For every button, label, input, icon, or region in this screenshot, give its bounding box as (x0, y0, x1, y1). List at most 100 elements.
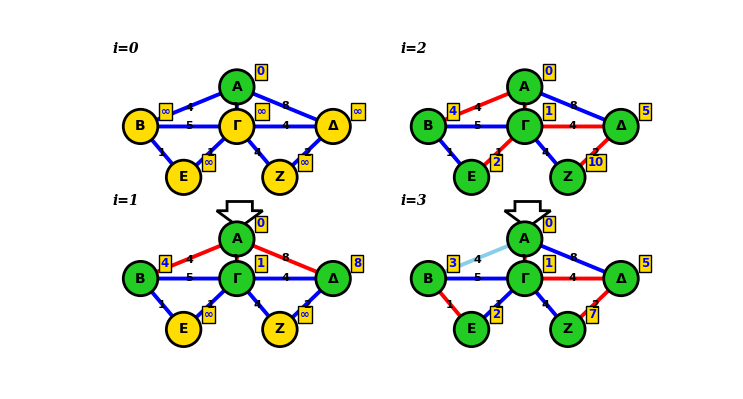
Text: 1: 1 (495, 300, 503, 310)
Text: i=3: i=3 (401, 194, 427, 207)
Ellipse shape (262, 312, 297, 347)
Text: 2: 2 (303, 148, 311, 158)
Text: ∞: ∞ (160, 105, 170, 118)
Text: 8: 8 (569, 253, 577, 263)
Text: 5: 5 (641, 257, 649, 270)
Text: 10: 10 (588, 156, 604, 169)
Text: Δ: Δ (328, 119, 339, 134)
Text: 2: 2 (303, 300, 311, 310)
Text: 1: 1 (495, 148, 503, 158)
Text: E: E (467, 170, 476, 184)
Text: 1: 1 (232, 254, 240, 264)
Text: ∞: ∞ (204, 156, 213, 169)
Text: i=0: i=0 (113, 41, 140, 55)
Ellipse shape (551, 312, 585, 347)
Text: A: A (519, 232, 530, 246)
Text: 3: 3 (449, 257, 457, 270)
Ellipse shape (220, 70, 254, 104)
Text: 1: 1 (207, 300, 215, 310)
Ellipse shape (604, 109, 638, 144)
Text: 0: 0 (257, 65, 265, 78)
Text: 2: 2 (492, 308, 500, 321)
Text: 1: 1 (445, 300, 453, 310)
Text: 4: 4 (281, 120, 289, 130)
Text: 5: 5 (185, 273, 192, 282)
Polygon shape (504, 201, 551, 227)
Ellipse shape (507, 261, 542, 296)
Text: A: A (232, 232, 242, 246)
Text: 4: 4 (185, 103, 193, 113)
Text: Δ: Δ (616, 119, 626, 134)
Text: 4: 4 (473, 255, 481, 265)
Ellipse shape (604, 261, 638, 296)
Text: B: B (135, 272, 146, 286)
Text: 4: 4 (542, 148, 550, 158)
Text: Γ: Γ (520, 119, 529, 134)
Ellipse shape (507, 109, 542, 144)
Ellipse shape (123, 261, 158, 296)
Text: ∞: ∞ (300, 308, 310, 321)
Text: 8: 8 (569, 101, 577, 111)
Text: 7: 7 (588, 308, 596, 321)
Text: 8: 8 (282, 101, 289, 111)
Text: 1: 1 (207, 148, 215, 158)
Text: ∞: ∞ (353, 105, 363, 118)
Text: B: B (424, 272, 434, 286)
Text: 5: 5 (473, 273, 481, 282)
Ellipse shape (316, 261, 351, 296)
Text: 1: 1 (232, 102, 240, 112)
Ellipse shape (411, 261, 446, 296)
Text: 5: 5 (185, 120, 192, 130)
Ellipse shape (262, 160, 297, 194)
Text: 1: 1 (545, 257, 553, 270)
Text: 8: 8 (282, 253, 289, 263)
Text: ∞: ∞ (204, 308, 213, 321)
Text: 4: 4 (281, 273, 289, 282)
Text: 1: 1 (545, 105, 553, 118)
Text: B: B (135, 119, 146, 134)
Text: Γ: Γ (233, 119, 241, 134)
Ellipse shape (220, 222, 254, 256)
Text: 4: 4 (160, 257, 169, 270)
Ellipse shape (454, 312, 489, 347)
Text: E: E (467, 322, 476, 336)
Text: 1: 1 (520, 254, 528, 264)
Text: 1: 1 (445, 148, 453, 158)
Text: 2: 2 (591, 148, 599, 158)
Text: Γ: Γ (520, 272, 529, 286)
Text: 2: 2 (591, 300, 599, 310)
Text: E: E (179, 170, 189, 184)
Text: 4: 4 (253, 300, 262, 310)
Text: 4: 4 (542, 300, 550, 310)
Text: Z: Z (275, 322, 285, 336)
Text: ∞: ∞ (257, 105, 267, 118)
Text: 5: 5 (641, 105, 649, 118)
Text: 8: 8 (353, 257, 362, 270)
Ellipse shape (551, 160, 585, 194)
Text: Δ: Δ (616, 272, 626, 286)
Ellipse shape (507, 222, 542, 256)
Text: 2: 2 (492, 156, 500, 169)
Text: 4: 4 (253, 148, 262, 158)
Text: 0: 0 (545, 65, 553, 78)
Text: 4: 4 (449, 105, 457, 118)
Ellipse shape (507, 70, 542, 104)
Text: A: A (519, 80, 530, 94)
Polygon shape (217, 201, 263, 227)
Text: 5: 5 (473, 120, 481, 130)
Text: 4: 4 (569, 120, 577, 130)
Text: Γ: Γ (233, 272, 241, 286)
Ellipse shape (166, 312, 201, 347)
Text: 0: 0 (257, 217, 265, 230)
Text: Z: Z (275, 170, 285, 184)
Ellipse shape (220, 261, 254, 296)
Text: 1: 1 (158, 148, 165, 158)
Ellipse shape (166, 160, 201, 194)
Ellipse shape (123, 109, 158, 144)
Text: i=1: i=1 (113, 194, 140, 207)
Text: 1: 1 (257, 257, 265, 270)
Text: B: B (424, 119, 434, 134)
Text: 0: 0 (545, 217, 553, 230)
Text: Δ: Δ (328, 272, 339, 286)
Text: A: A (232, 80, 242, 94)
